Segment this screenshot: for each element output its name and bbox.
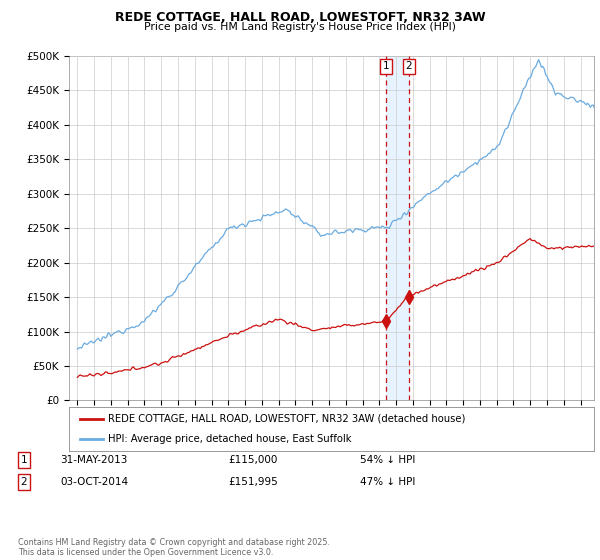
Text: 2: 2 (406, 61, 412, 71)
Text: Price paid vs. HM Land Registry's House Price Index (HPI): Price paid vs. HM Land Registry's House … (144, 22, 456, 32)
Text: 03-OCT-2014: 03-OCT-2014 (60, 477, 128, 487)
Text: 1: 1 (383, 61, 389, 71)
Text: Contains HM Land Registry data © Crown copyright and database right 2025.
This d: Contains HM Land Registry data © Crown c… (18, 538, 330, 557)
Text: £115,000: £115,000 (228, 455, 277, 465)
Text: 2: 2 (20, 477, 28, 487)
Text: 54% ↓ HPI: 54% ↓ HPI (360, 455, 415, 465)
Text: REDE COTTAGE, HALL ROAD, LOWESTOFT, NR32 3AW: REDE COTTAGE, HALL ROAD, LOWESTOFT, NR32… (115, 11, 485, 24)
Text: £151,995: £151,995 (228, 477, 278, 487)
Bar (386, 56, 409, 400)
Text: 47% ↓ HPI: 47% ↓ HPI (360, 477, 415, 487)
Text: 1: 1 (20, 455, 28, 465)
Text: HPI: Average price, detached house, East Suffolk: HPI: Average price, detached house, East… (109, 434, 352, 444)
Text: 31-MAY-2013: 31-MAY-2013 (60, 455, 127, 465)
Text: REDE COTTAGE, HALL ROAD, LOWESTOFT, NR32 3AW (detached house): REDE COTTAGE, HALL ROAD, LOWESTOFT, NR32… (109, 414, 466, 424)
